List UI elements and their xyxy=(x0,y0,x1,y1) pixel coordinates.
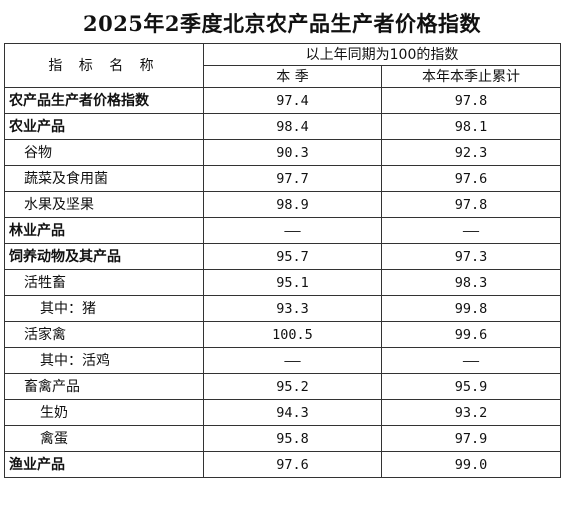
table-row: 渔业产品 97.6 99.0 xyxy=(4,451,562,478)
table-row: 农产品生产者价格指数 97.4 97.8 xyxy=(4,87,562,114)
row-label: 活家禽 xyxy=(4,321,204,348)
cumulative-value: 97.9 xyxy=(380,425,562,452)
table-row: 其中：猪 93.3 99.8 xyxy=(4,295,562,322)
table-row: 活牲畜 95.1 98.3 xyxy=(4,269,562,296)
table-row: 饲养动物及其产品 95.7 97.3 xyxy=(4,243,562,270)
row-label: 活牲畜 xyxy=(4,269,204,296)
table-row: 谷物 90.3 92.3 xyxy=(4,139,562,166)
row-label: 其中：活鸡 xyxy=(4,347,204,374)
cumulative-value: 95.9 xyxy=(380,373,562,400)
table-row: 林业产品 —— —— xyxy=(4,217,562,244)
quarter-value: 97.6 xyxy=(203,451,382,478)
cumulative-value: 97.3 xyxy=(380,243,562,270)
quarter-value: 93.3 xyxy=(203,295,382,322)
cumulative-value: 92.3 xyxy=(380,139,562,166)
row-label: 渔业产品 xyxy=(4,451,204,478)
row-label: 生奶 xyxy=(4,399,204,426)
cumulative-value: —— xyxy=(380,347,562,374)
cumulative-value: —— xyxy=(380,217,562,244)
quarter-value: 95.2 xyxy=(203,373,382,400)
indicator-name-header: 指 标 名 称 xyxy=(4,43,204,88)
price-index-table: 指 标 名 称 以上年同期为100的指数 本 季 本年本季止累计 农产品生产者价… xyxy=(4,43,562,478)
row-label: 水果及坚果 xyxy=(4,191,204,218)
header-row-top: 指 标 名 称 以上年同期为100的指数 xyxy=(4,43,562,88)
table-row: 蔬菜及食用菌 97.7 97.6 xyxy=(4,165,562,192)
cumulative-value: 97.8 xyxy=(380,191,562,218)
table-row: 生奶 94.3 93.2 xyxy=(4,399,562,426)
cumulative-value: 98.1 xyxy=(380,113,562,140)
cumulative-value: 99.8 xyxy=(380,295,562,322)
row-label: 蔬菜及食用菌 xyxy=(4,165,204,192)
row-label: 其中：猪 xyxy=(4,295,204,322)
row-label: 畜禽产品 xyxy=(4,373,204,400)
table-row: 活家禽 100.5 99.6 xyxy=(4,321,562,348)
quarter-value: 95.8 xyxy=(203,425,382,452)
row-label: 谷物 xyxy=(4,139,204,166)
quarter-value: 95.7 xyxy=(203,243,382,270)
quarter-value: 97.7 xyxy=(203,165,382,192)
table-row: 禽蛋 95.8 97.9 xyxy=(4,425,562,452)
cumulative-value: 99.6 xyxy=(380,321,562,348)
quarter-value: 97.4 xyxy=(203,87,382,114)
index-group-header: 以上年同期为100的指数 xyxy=(202,43,562,66)
cumulative-value: 97.8 xyxy=(380,87,562,114)
row-label: 禽蛋 xyxy=(4,425,204,452)
cumulative-value: 97.6 xyxy=(380,165,562,192)
quarter-value: 94.3 xyxy=(203,399,382,426)
quarter-value: 95.1 xyxy=(203,269,382,296)
table-row: 畜禽产品 95.2 95.9 xyxy=(4,373,562,400)
quarter-value: 98.9 xyxy=(203,191,382,218)
table-row: 水果及坚果 98.9 97.8 xyxy=(4,191,562,218)
row-label: 饲养动物及其产品 xyxy=(4,243,204,270)
page-title: 2025年2季度北京农产品生产者价格指数 xyxy=(82,11,482,36)
cumulative-header: 本年本季止累计 xyxy=(380,65,562,88)
quarter-value: 90.3 xyxy=(203,139,382,166)
quarter-value: —— xyxy=(203,347,382,374)
cumulative-value: 93.2 xyxy=(380,399,562,426)
row-label: 农业产品 xyxy=(4,113,204,140)
cumulative-value: 99.0 xyxy=(380,451,562,478)
row-label: 林业产品 xyxy=(4,217,204,244)
row-label: 农产品生产者价格指数 xyxy=(4,87,204,114)
quarter-header: 本 季 xyxy=(203,65,382,88)
quarter-value: —— xyxy=(203,217,382,244)
quarter-value: 100.5 xyxy=(203,321,382,348)
cumulative-value: 98.3 xyxy=(380,269,562,296)
table-row: 其中：活鸡 —— —— xyxy=(4,347,562,374)
table-row: 农业产品 98.4 98.1 xyxy=(4,113,562,140)
quarter-value: 98.4 xyxy=(203,113,382,140)
